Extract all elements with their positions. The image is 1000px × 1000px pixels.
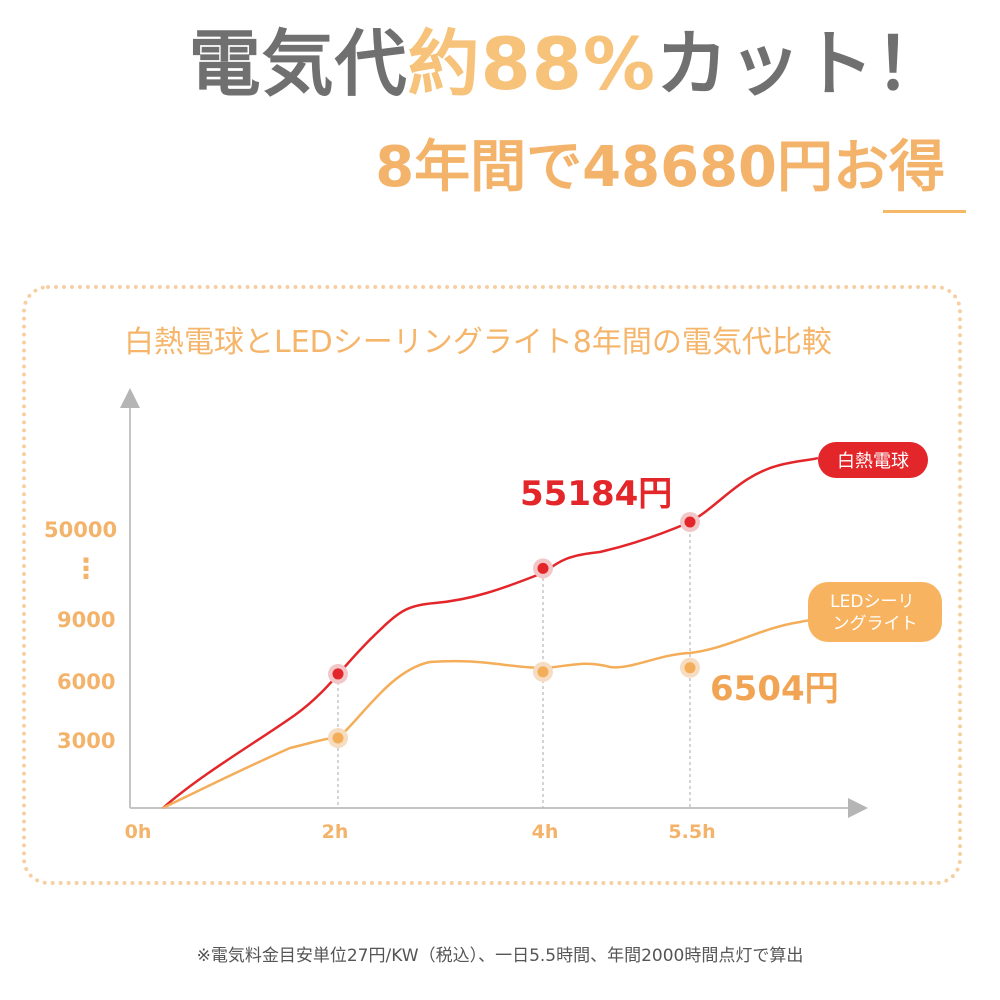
- led-value-label: 6504円: [710, 669, 839, 709]
- y-axis-break-symbol: ⋮: [72, 552, 100, 585]
- data-markers: [328, 512, 700, 748]
- x-tick-label-2: 4h: [532, 821, 559, 843]
- y-tick-label-9000: 9000: [57, 608, 115, 632]
- marker-s0-0: [332, 668, 344, 680]
- x-tick-label-1: 2h: [322, 821, 349, 843]
- chart-frame: [22, 285, 962, 885]
- y-tick-label-3000: 3000: [57, 729, 115, 753]
- marker-s1-1: [537, 666, 549, 678]
- marker-s0-1: [537, 562, 549, 574]
- series-line-incandescent: [162, 456, 819, 809]
- x-tick-label-3: 5.5h: [668, 821, 715, 843]
- incandescent-value-label: 55184円: [520, 474, 672, 514]
- headline-part-2: 約88%: [407, 22, 656, 106]
- x-tick-label-0: 0h: [125, 821, 152, 843]
- footnote: ※電気料金目安単位27円/KW（税込）、一日5.5時間、年間2000時間点灯で算…: [196, 946, 804, 966]
- headline: 電気代約88%カット！: [189, 28, 948, 100]
- chart-title: 白熱電球とLEDシーリングライト8年間の電気代比較: [124, 325, 832, 360]
- y-tick-label-50000: 50000: [44, 518, 117, 542]
- subheadline-underline: [883, 210, 966, 213]
- marker-s0-2: [684, 516, 696, 528]
- headline-part-3: カット！: [655, 22, 948, 106]
- series-line-led: [162, 617, 819, 810]
- subheadline: 8年間で48680円お得: [375, 135, 945, 200]
- y-tick-label-6000: 6000: [57, 670, 115, 694]
- led-legend-badge: [808, 582, 942, 642]
- marker-s1-0: [332, 732, 344, 744]
- led-legend-label: LEDシーリ ングライト: [830, 592, 920, 634]
- incandescent-legend-label: 白熱電球: [837, 451, 909, 472]
- marker-s1-2: [684, 662, 696, 674]
- incandescent-legend-badge: [818, 442, 928, 478]
- headline-part-1: 電気代: [188, 22, 408, 106]
